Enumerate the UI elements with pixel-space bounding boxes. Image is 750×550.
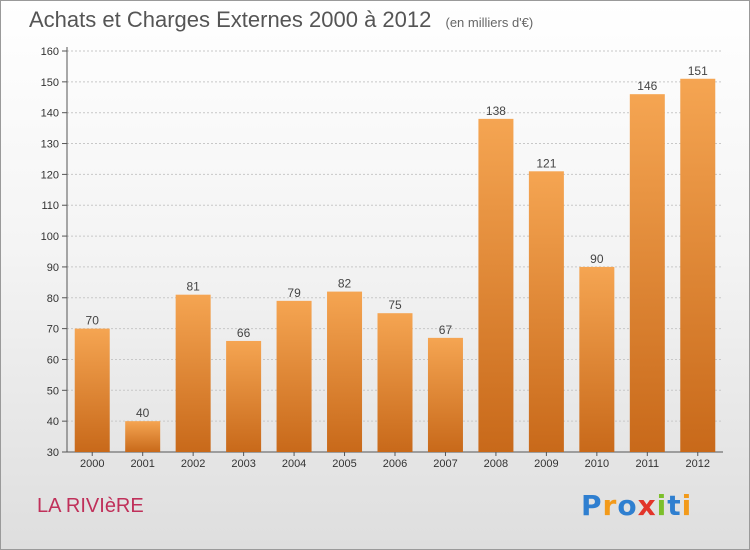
bar-value-label: 40 bbox=[136, 406, 150, 420]
bar-value-label: 146 bbox=[637, 79, 657, 93]
bar-2000 bbox=[74, 328, 110, 452]
x-tick-label: 2001 bbox=[130, 458, 154, 470]
y-tick-label: 110 bbox=[41, 200, 59, 212]
x-tick-label: 2011 bbox=[635, 458, 659, 470]
y-tick-label: 80 bbox=[47, 293, 59, 305]
bar-2008 bbox=[478, 118, 514, 452]
bar-value-label: 67 bbox=[439, 323, 453, 337]
y-tick-label: 40 bbox=[47, 416, 59, 428]
bar-2010 bbox=[579, 266, 615, 452]
bar-value-label: 70 bbox=[86, 314, 100, 328]
y-tick-label: 50 bbox=[47, 385, 59, 397]
y-tick-label: 160 bbox=[41, 46, 59, 58]
brand-letter: i bbox=[656, 489, 668, 522]
x-tick-label: 2000 bbox=[80, 458, 104, 470]
y-tick-label: 90 bbox=[47, 262, 59, 274]
x-tick-label: 2012 bbox=[686, 458, 710, 470]
bar-2012 bbox=[680, 78, 716, 452]
bar-value-label: 66 bbox=[237, 326, 251, 340]
y-tick-label: 120 bbox=[41, 169, 59, 181]
bar-2005 bbox=[327, 291, 363, 452]
bar-value-label: 90 bbox=[590, 252, 604, 266]
commune-name: LA RIVIèRE bbox=[37, 495, 144, 517]
x-tick-label: 2009 bbox=[534, 458, 558, 470]
y-tick-label: 30 bbox=[47, 447, 59, 459]
bar-2009 bbox=[528, 171, 564, 453]
bar-2007 bbox=[427, 337, 463, 452]
bar-2002 bbox=[175, 294, 211, 452]
bar-value-label: 75 bbox=[388, 298, 402, 312]
y-tick-label: 70 bbox=[47, 324, 59, 336]
y-tick-label: 130 bbox=[41, 139, 59, 151]
bar-value-label: 82 bbox=[338, 277, 352, 291]
brand-letter: x bbox=[637, 489, 657, 522]
brand-letter: i bbox=[681, 489, 693, 522]
x-tick-label: 2005 bbox=[332, 458, 356, 470]
bar-value-label: 138 bbox=[486, 104, 506, 118]
y-tick-label: 60 bbox=[47, 354, 59, 366]
y-tick-label: 140 bbox=[41, 108, 59, 120]
bar-value-label: 151 bbox=[688, 64, 708, 78]
brand-letter: P bbox=[581, 489, 603, 522]
x-tick-label: 2003 bbox=[231, 458, 255, 470]
bar-2003 bbox=[226, 340, 262, 452]
bar-value-label: 81 bbox=[186, 280, 200, 294]
bar-value-label: 121 bbox=[536, 156, 556, 170]
proxiti-logo[interactable]: Proxiti bbox=[581, 489, 692, 522]
x-tick-label: 2006 bbox=[383, 458, 407, 470]
y-tick-label: 150 bbox=[41, 77, 59, 89]
bar-2006 bbox=[377, 313, 413, 452]
x-tick-label: 2010 bbox=[585, 458, 609, 470]
bar-2011 bbox=[629, 94, 665, 452]
x-tick-label: 2008 bbox=[484, 458, 508, 470]
x-tick-label: 2007 bbox=[433, 458, 457, 470]
bar-2004 bbox=[276, 300, 312, 452]
title-text: Achats et Charges Externes 2000 à 2012 bbox=[29, 7, 432, 32]
bar-2001 bbox=[125, 421, 161, 452]
bars-layer: 70 40 81 66 79 82 75 67 138 121 90 146 151 bbox=[74, 64, 716, 453]
brand-letter: o bbox=[617, 489, 638, 522]
brand-letter: r bbox=[602, 489, 618, 522]
bar-value-label: 79 bbox=[287, 286, 301, 300]
chart-title: Achats et Charges Externes 2000 à 2012 (… bbox=[29, 7, 533, 33]
x-tick-label: 2002 bbox=[181, 458, 205, 470]
brand-letter: t bbox=[667, 489, 682, 522]
y-tick-label: 100 bbox=[41, 231, 59, 243]
axis-layer: 30 40 50 60 70 80 90 100 110 120 130 140 150 160 2000 2… bbox=[41, 46, 723, 470]
unit-label: (en milliers d'€) bbox=[445, 15, 534, 30]
x-tick-label: 2004 bbox=[282, 458, 306, 470]
